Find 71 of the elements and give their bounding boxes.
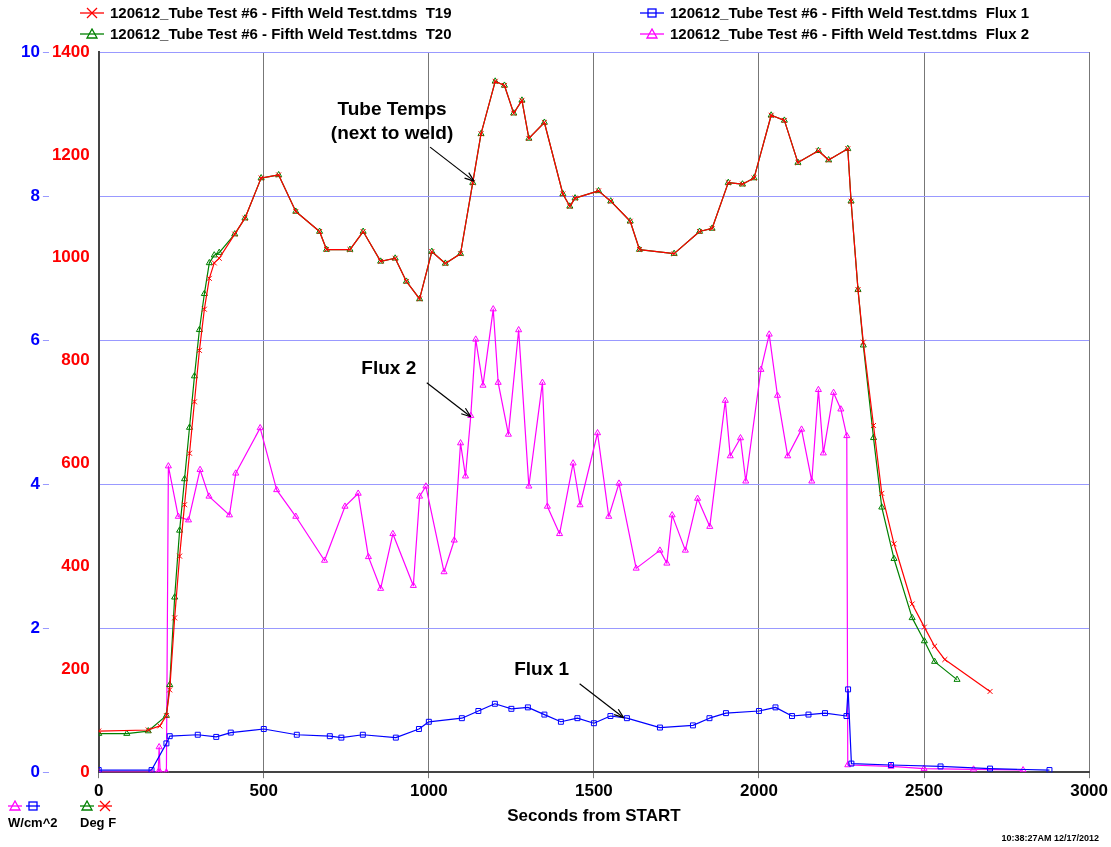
point bbox=[843, 713, 850, 719]
legend-label: 120612_Tube Test #6 - Fifth Weld Test.tdms Flux 2 bbox=[670, 25, 1029, 42]
point bbox=[338, 734, 345, 741]
y2-tick-label: 4 bbox=[30, 473, 41, 493]
y-tick-label: 600 bbox=[61, 453, 90, 473]
y-tick-label: 800 bbox=[61, 350, 90, 370]
point bbox=[392, 734, 399, 741]
annotation: Tube Temps (next to weld) bbox=[330, 97, 454, 143]
x-tick-label: 3000 bbox=[1070, 781, 1108, 801]
point bbox=[756, 708, 762, 714]
x-tick-label: 1500 bbox=[575, 781, 613, 801]
point bbox=[822, 710, 828, 717]
point bbox=[213, 733, 220, 740]
point bbox=[845, 686, 852, 693]
y2-tick-label: 0 bbox=[30, 761, 40, 781]
x-axis-title: Seconds from START bbox=[507, 806, 682, 826]
y-tick-label: 1400 bbox=[51, 41, 90, 61]
annotation: Flux 1 bbox=[514, 658, 570, 680]
y-tick-label: 1200 bbox=[51, 144, 90, 164]
y-tick-label: 400 bbox=[61, 556, 90, 576]
x-tick-label: 0 bbox=[93, 781, 104, 801]
y-tick-label: 200 bbox=[61, 659, 90, 678]
x-tick-label: 500 bbox=[249, 781, 278, 801]
point bbox=[458, 715, 465, 722]
legend-label: 120612_Tube Test #6 - Fifth Weld Test.tdms T19 bbox=[110, 4, 452, 21]
point bbox=[524, 704, 531, 711]
point bbox=[326, 733, 333, 740]
point bbox=[293, 731, 300, 738]
point bbox=[574, 715, 581, 722]
point bbox=[475, 708, 482, 714]
point bbox=[166, 733, 173, 740]
x-tick-label: 2000 bbox=[740, 781, 778, 801]
y-axis-title: Deg F bbox=[80, 815, 117, 830]
annotation: Flux 2 bbox=[361, 357, 417, 379]
point bbox=[359, 731, 366, 738]
point bbox=[415, 726, 422, 732]
point bbox=[607, 713, 614, 719]
point bbox=[590, 720, 597, 727]
y-tick-label: 0 bbox=[80, 761, 90, 781]
text: 10:38:27AM 12/17/2012 bbox=[1001, 833, 1099, 843]
y2-tick-label: 6 bbox=[30, 329, 40, 349]
point bbox=[689, 722, 696, 729]
legend-label: 120612_Tube Test #6 - Fifth Weld Test.tdms Flux 1 bbox=[670, 4, 1029, 21]
point bbox=[425, 718, 432, 725]
y-tick-label: 1000 bbox=[51, 247, 90, 267]
point bbox=[194, 731, 201, 738]
point bbox=[987, 765, 994, 772]
point bbox=[706, 715, 713, 722]
point bbox=[1046, 767, 1053, 773]
point bbox=[772, 704, 779, 711]
point bbox=[163, 740, 170, 747]
point bbox=[508, 705, 515, 712]
x-tick-label: 1000 bbox=[409, 781, 448, 801]
point bbox=[805, 711, 812, 718]
point bbox=[789, 713, 795, 719]
point bbox=[656, 724, 663, 731]
point bbox=[937, 763, 944, 770]
point bbox=[623, 715, 630, 722]
point bbox=[848, 760, 855, 767]
point bbox=[491, 700, 498, 707]
y2-tick-label: 10 bbox=[20, 41, 40, 61]
x-tick-label: 2500 bbox=[905, 781, 943, 801]
point bbox=[722, 710, 729, 717]
y2-tick-label: 8 bbox=[30, 185, 40, 205]
legend-label: 120612_Tube Test #6 - Fifth Weld Test.tdms T20 bbox=[110, 25, 452, 42]
point bbox=[260, 726, 267, 732]
y2-tick-label: 2 bbox=[30, 617, 40, 637]
point bbox=[557, 718, 564, 725]
y2-axis-title: W/cm^2 bbox=[8, 815, 58, 830]
point bbox=[541, 711, 548, 718]
point bbox=[227, 729, 234, 736]
